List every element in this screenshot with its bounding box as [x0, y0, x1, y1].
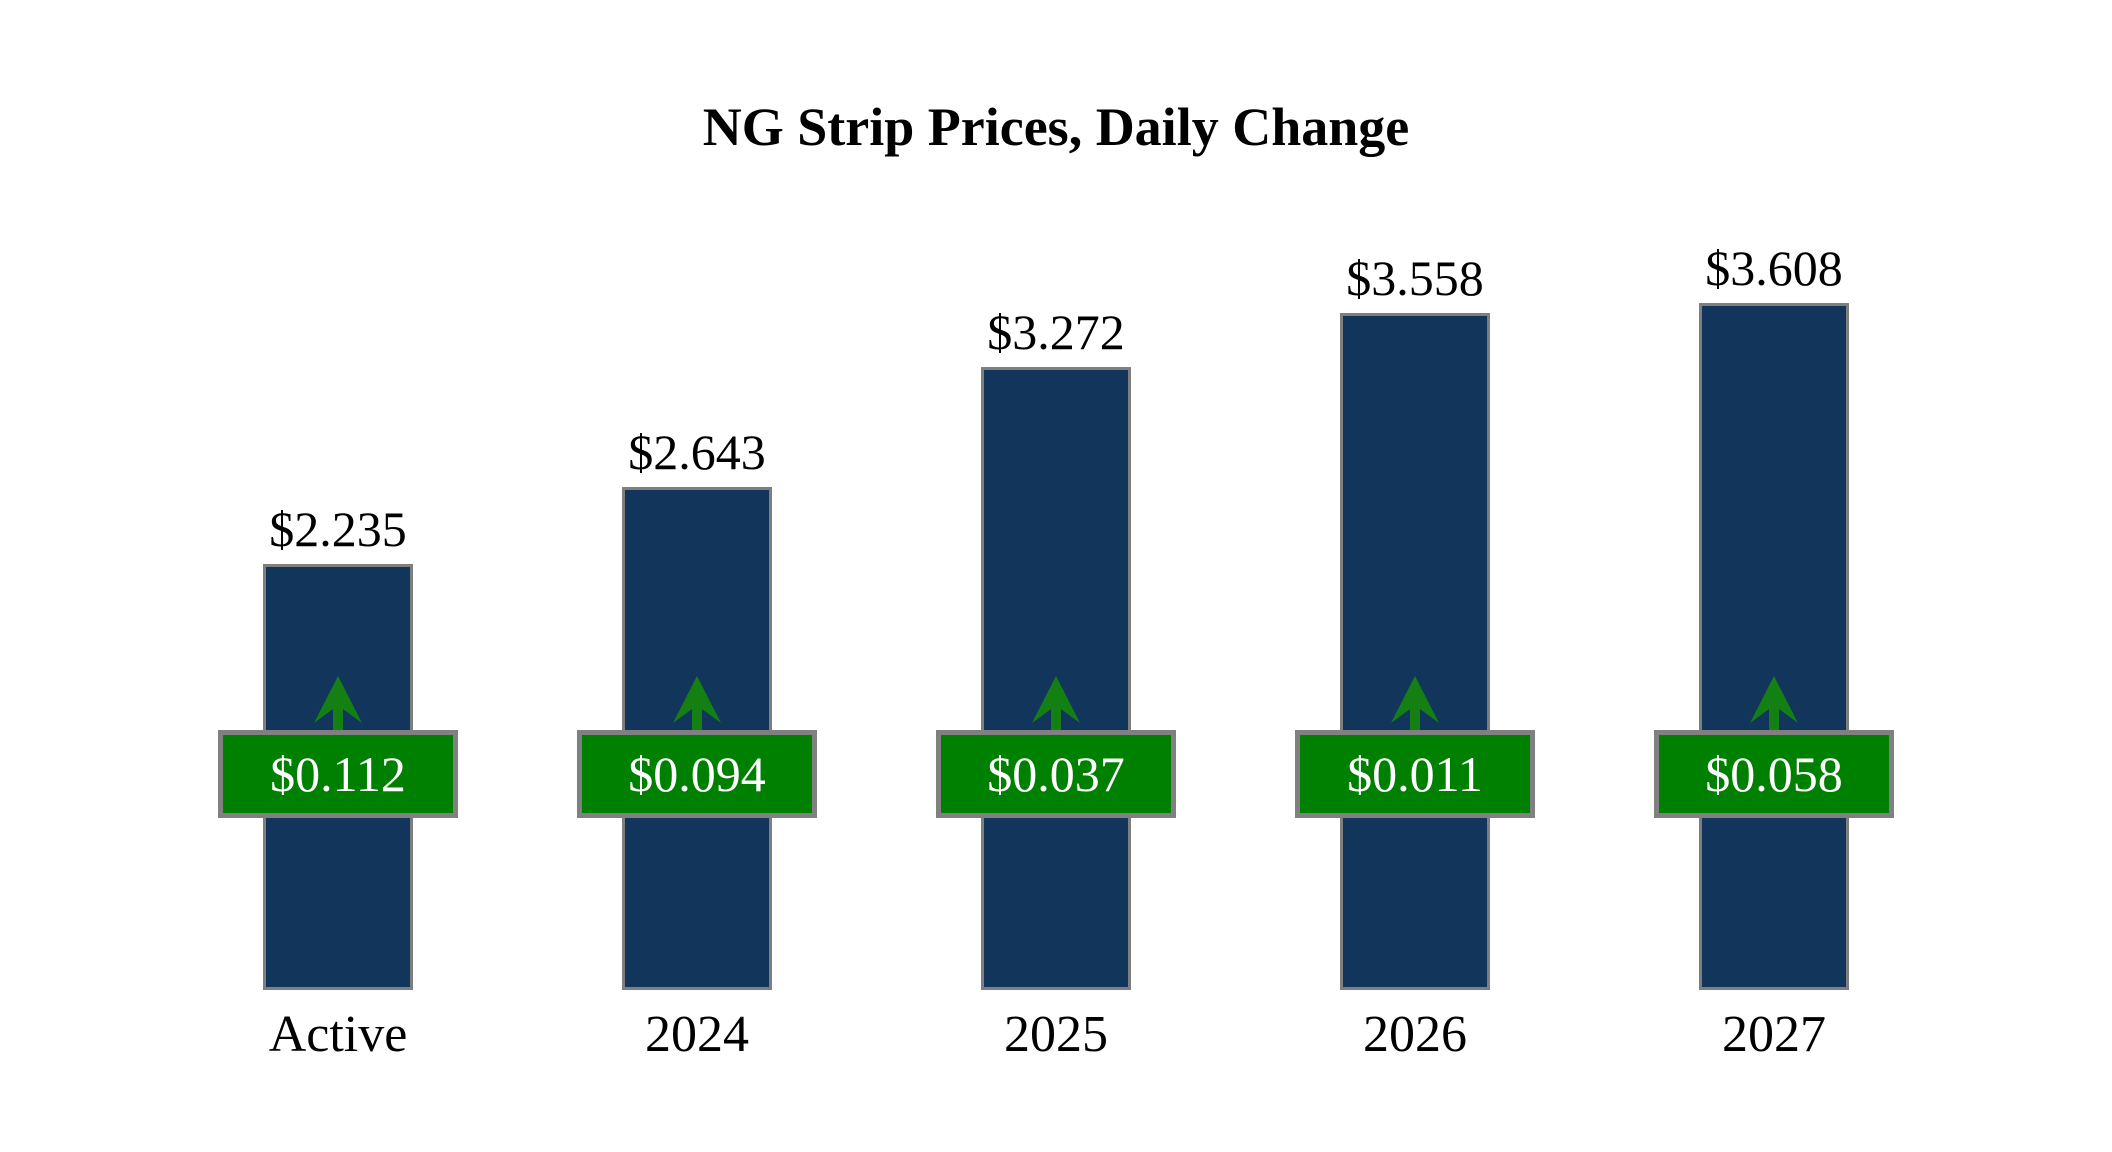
bar-group: $3.272 $0.037 2025	[936, 0, 1176, 1063]
strip-price-label: $3.272	[987, 304, 1125, 360]
category-label: 2024	[645, 1006, 749, 1063]
category-label: Active	[268, 1006, 408, 1063]
category-label: 2027	[1722, 1006, 1826, 1063]
daily-change-value: $0.037	[987, 746, 1125, 802]
strip-price-label: $3.608	[1705, 240, 1843, 296]
up-arrow-icon	[1750, 676, 1798, 732]
daily-change-badge: $0.112	[218, 730, 458, 818]
daily-change-value: $0.112	[270, 746, 406, 802]
bar-group: $2.643 $0.094 2024	[577, 0, 817, 1063]
strip-price-label: $2.643	[628, 424, 766, 480]
strip-price-label: $3.558	[1346, 250, 1484, 306]
up-arrow-icon	[1032, 676, 1080, 732]
up-arrow-icon	[314, 676, 362, 732]
price-bar	[1699, 303, 1849, 990]
daily-change-value: $0.011	[1347, 746, 1483, 802]
daily-change-badge: $0.094	[577, 730, 817, 818]
category-label: 2026	[1363, 1006, 1467, 1063]
daily-change-badge: $0.037	[936, 730, 1176, 818]
daily-change-badge: $0.058	[1654, 730, 1894, 818]
price-bar	[1340, 313, 1490, 990]
chart-title: NG Strip Prices, Daily Change	[702, 97, 1410, 157]
strip-price-label: $2.235	[269, 501, 407, 557]
bar-group: $3.608 $0.058 2027	[1654, 0, 1894, 1063]
up-arrow-icon	[673, 676, 721, 732]
category-label: 2025	[1004, 1006, 1108, 1063]
daily-change-badge: $0.011	[1295, 730, 1535, 818]
bar-group: $2.235 $0.112 Active	[218, 0, 458, 1063]
daily-change-value: $0.058	[1705, 746, 1843, 802]
up-arrow-icon	[1391, 676, 1439, 732]
bar-group: $3.558 $0.011 2026	[1295, 0, 1535, 1063]
plot-area: $2.235 $0.112 Active $2.643 $0.094 2024 …	[218, 0, 1894, 1063]
daily-change-value: $0.094	[628, 746, 766, 802]
